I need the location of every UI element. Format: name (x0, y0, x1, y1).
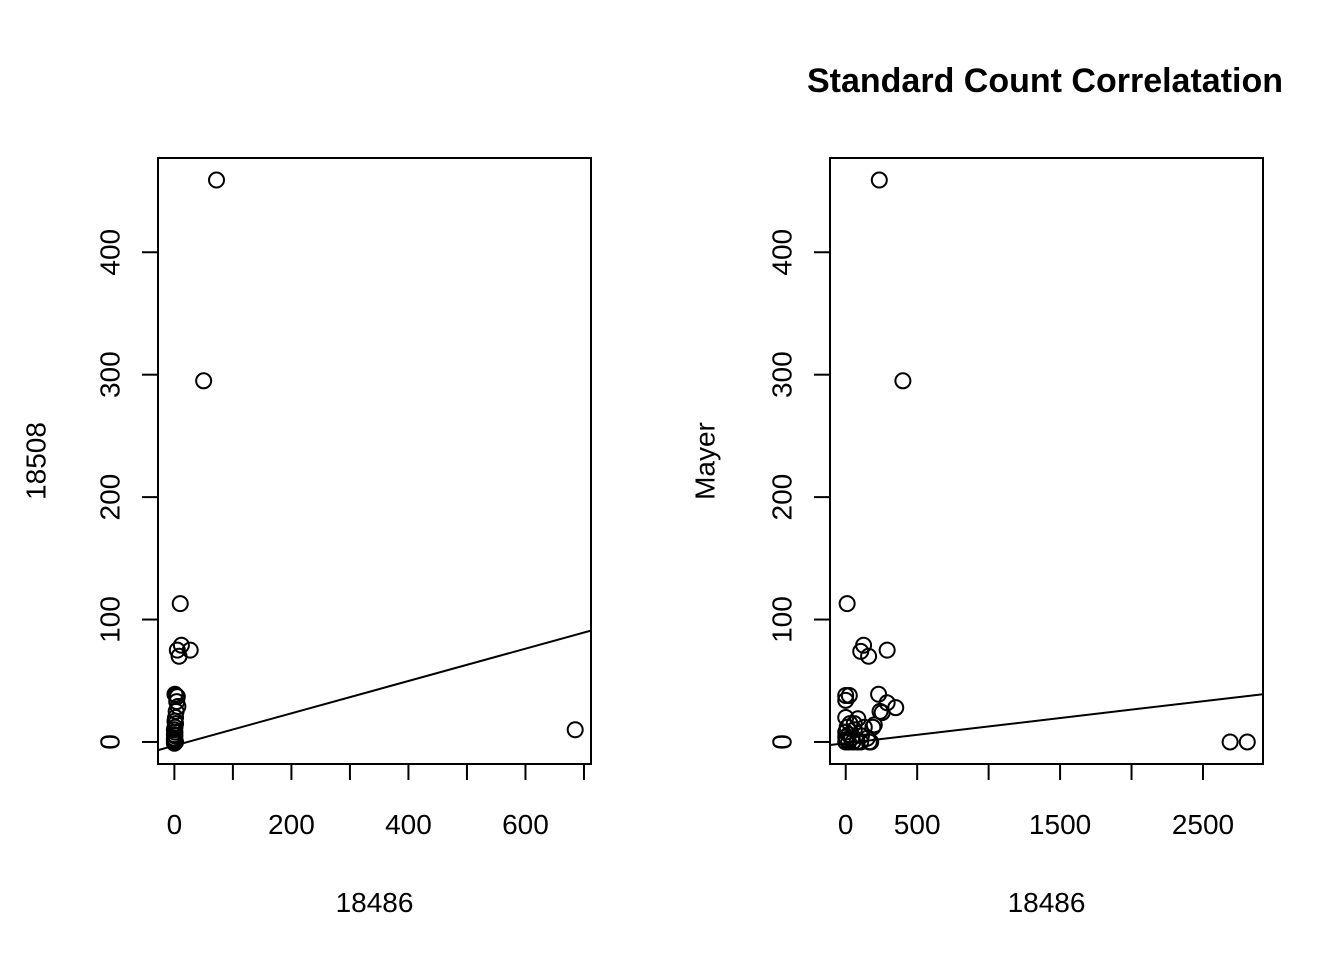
data-point (838, 595, 856, 613)
x-axis-label: 18486 (336, 887, 414, 918)
y-axis-label: 18508 (21, 422, 52, 500)
data-point (844, 733, 862, 751)
x-axis-label: 18486 (1008, 887, 1086, 918)
data-point (171, 595, 189, 613)
scatter-panel-left: 0 200 400 600 0 100 200 300 400 18486 18508 (21, 157, 592, 918)
data-point (167, 733, 185, 751)
data-point (170, 647, 188, 665)
data-point (840, 733, 858, 751)
data-point (894, 372, 912, 390)
scatter-panel-right: 0 500 1500 2500 0 100 200 300 400 18486 Mayer (690, 157, 1264, 918)
data-point (870, 685, 888, 703)
y-tick-label: 300 (95, 351, 126, 398)
data-point (870, 171, 888, 189)
y-tick-label: 300 (767, 351, 798, 398)
data-point (172, 636, 190, 654)
y-tick-label: 400 (767, 229, 798, 276)
x-tick-label: 1500 (1029, 809, 1091, 840)
x-tick-label: 0 (838, 809, 854, 840)
regression-line (158, 629, 591, 752)
data-point (1238, 733, 1256, 751)
y-axis-label: Mayer (690, 422, 721, 500)
data-point (165, 734, 183, 752)
data-point (862, 733, 880, 751)
data-point (1221, 733, 1239, 751)
x-tick-label: 200 (268, 809, 315, 840)
y-tick-label: 400 (95, 229, 126, 276)
y-tick-label: 100 (767, 596, 798, 643)
data-point (873, 704, 891, 722)
regression-line (830, 693, 1263, 747)
y-tick-label: 200 (767, 474, 798, 521)
y-tick-label: 0 (767, 734, 798, 750)
data-point (208, 171, 226, 189)
data-point (166, 685, 184, 703)
x-tick-label: 400 (385, 809, 432, 840)
figure-title: Standard Count Correlatation (807, 62, 1283, 100)
x-tick-label: 500 (894, 809, 941, 840)
data-point (840, 686, 858, 704)
y-tick-label: 100 (95, 596, 126, 643)
data-point (566, 721, 584, 739)
plot-frame (829, 157, 1264, 765)
y-tick-label: 0 (95, 734, 126, 750)
x-tick-label: 2500 (1172, 809, 1234, 840)
x-tick-label: 0 (167, 809, 183, 840)
data-point (837, 691, 855, 709)
data-point (860, 647, 878, 665)
data-point (852, 733, 870, 751)
x-tick-label: 600 (502, 809, 549, 840)
y-tick-label: 200 (95, 474, 126, 521)
data-point (878, 641, 896, 659)
data-point (195, 372, 213, 390)
plot-frame (157, 157, 592, 765)
